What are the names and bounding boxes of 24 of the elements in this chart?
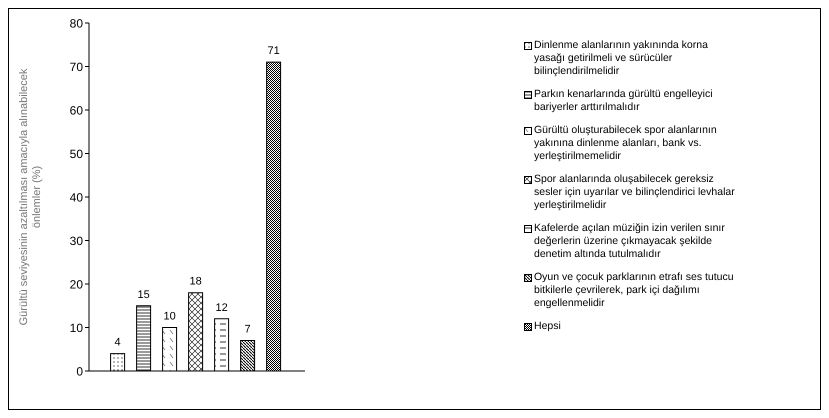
legend-label: Parkın kenarlarında gürültü engelleyici bariyerler arttırılmalıdır	[534, 88, 714, 114]
legend-label: Dinlenme alanlarının yakınında korna yasağı getirilmeli ve sürücüler bilinçlendirilmelidir	[534, 39, 709, 78]
legend-label: Kafelerde açılan müziğin izin verilen sınır değerlerin üzerine çıkmayacak şekilde denetim altında tutulmalıdır	[534, 222, 726, 261]
data-label: 71	[267, 45, 280, 58]
legend-label: Gürültü oluşturabilecek spor alanlarının yakınına dinlenme alanları, bank vs. yerleştirilmemelidir	[534, 124, 718, 163]
y-tick-label: 20	[70, 277, 84, 292]
legend-label: Hepsi	[534, 320, 561, 333]
data-label: 10	[163, 310, 176, 322]
data-label: 12	[215, 302, 228, 314]
y-tick-label: 40	[70, 190, 84, 204]
y-tick-label: 70	[70, 60, 84, 74]
data-label: 7	[244, 324, 251, 336]
data-label: 4	[114, 336, 121, 349]
y-tick-label: 30	[70, 234, 84, 248]
y-axis-title: Gürültü seviyesinin azaltılması amacıyla alınabilecek önlemler (%)	[18, 68, 43, 326]
y-tick-label: 0	[76, 364, 84, 378]
data-label: 18	[189, 276, 202, 288]
y-tick-label: 60	[70, 103, 84, 118]
legend-label: Spor alanlarında oluşabilecek gereksiz sesler için uyarılar ve bilinçlendirici levhalar yerleştirilmelidir	[534, 173, 736, 212]
y-tick-label: 10	[70, 320, 84, 335]
legend-label: Oyun ve çocuk parklarının etrafı ses tutucu bitkilerle çevrilerek, park içi dağılımı engellenmelidir	[534, 271, 735, 310]
data-label: 15	[137, 288, 150, 301]
y-tick-label: 80	[70, 16, 84, 30]
y-tick-label: 50	[70, 146, 84, 161]
